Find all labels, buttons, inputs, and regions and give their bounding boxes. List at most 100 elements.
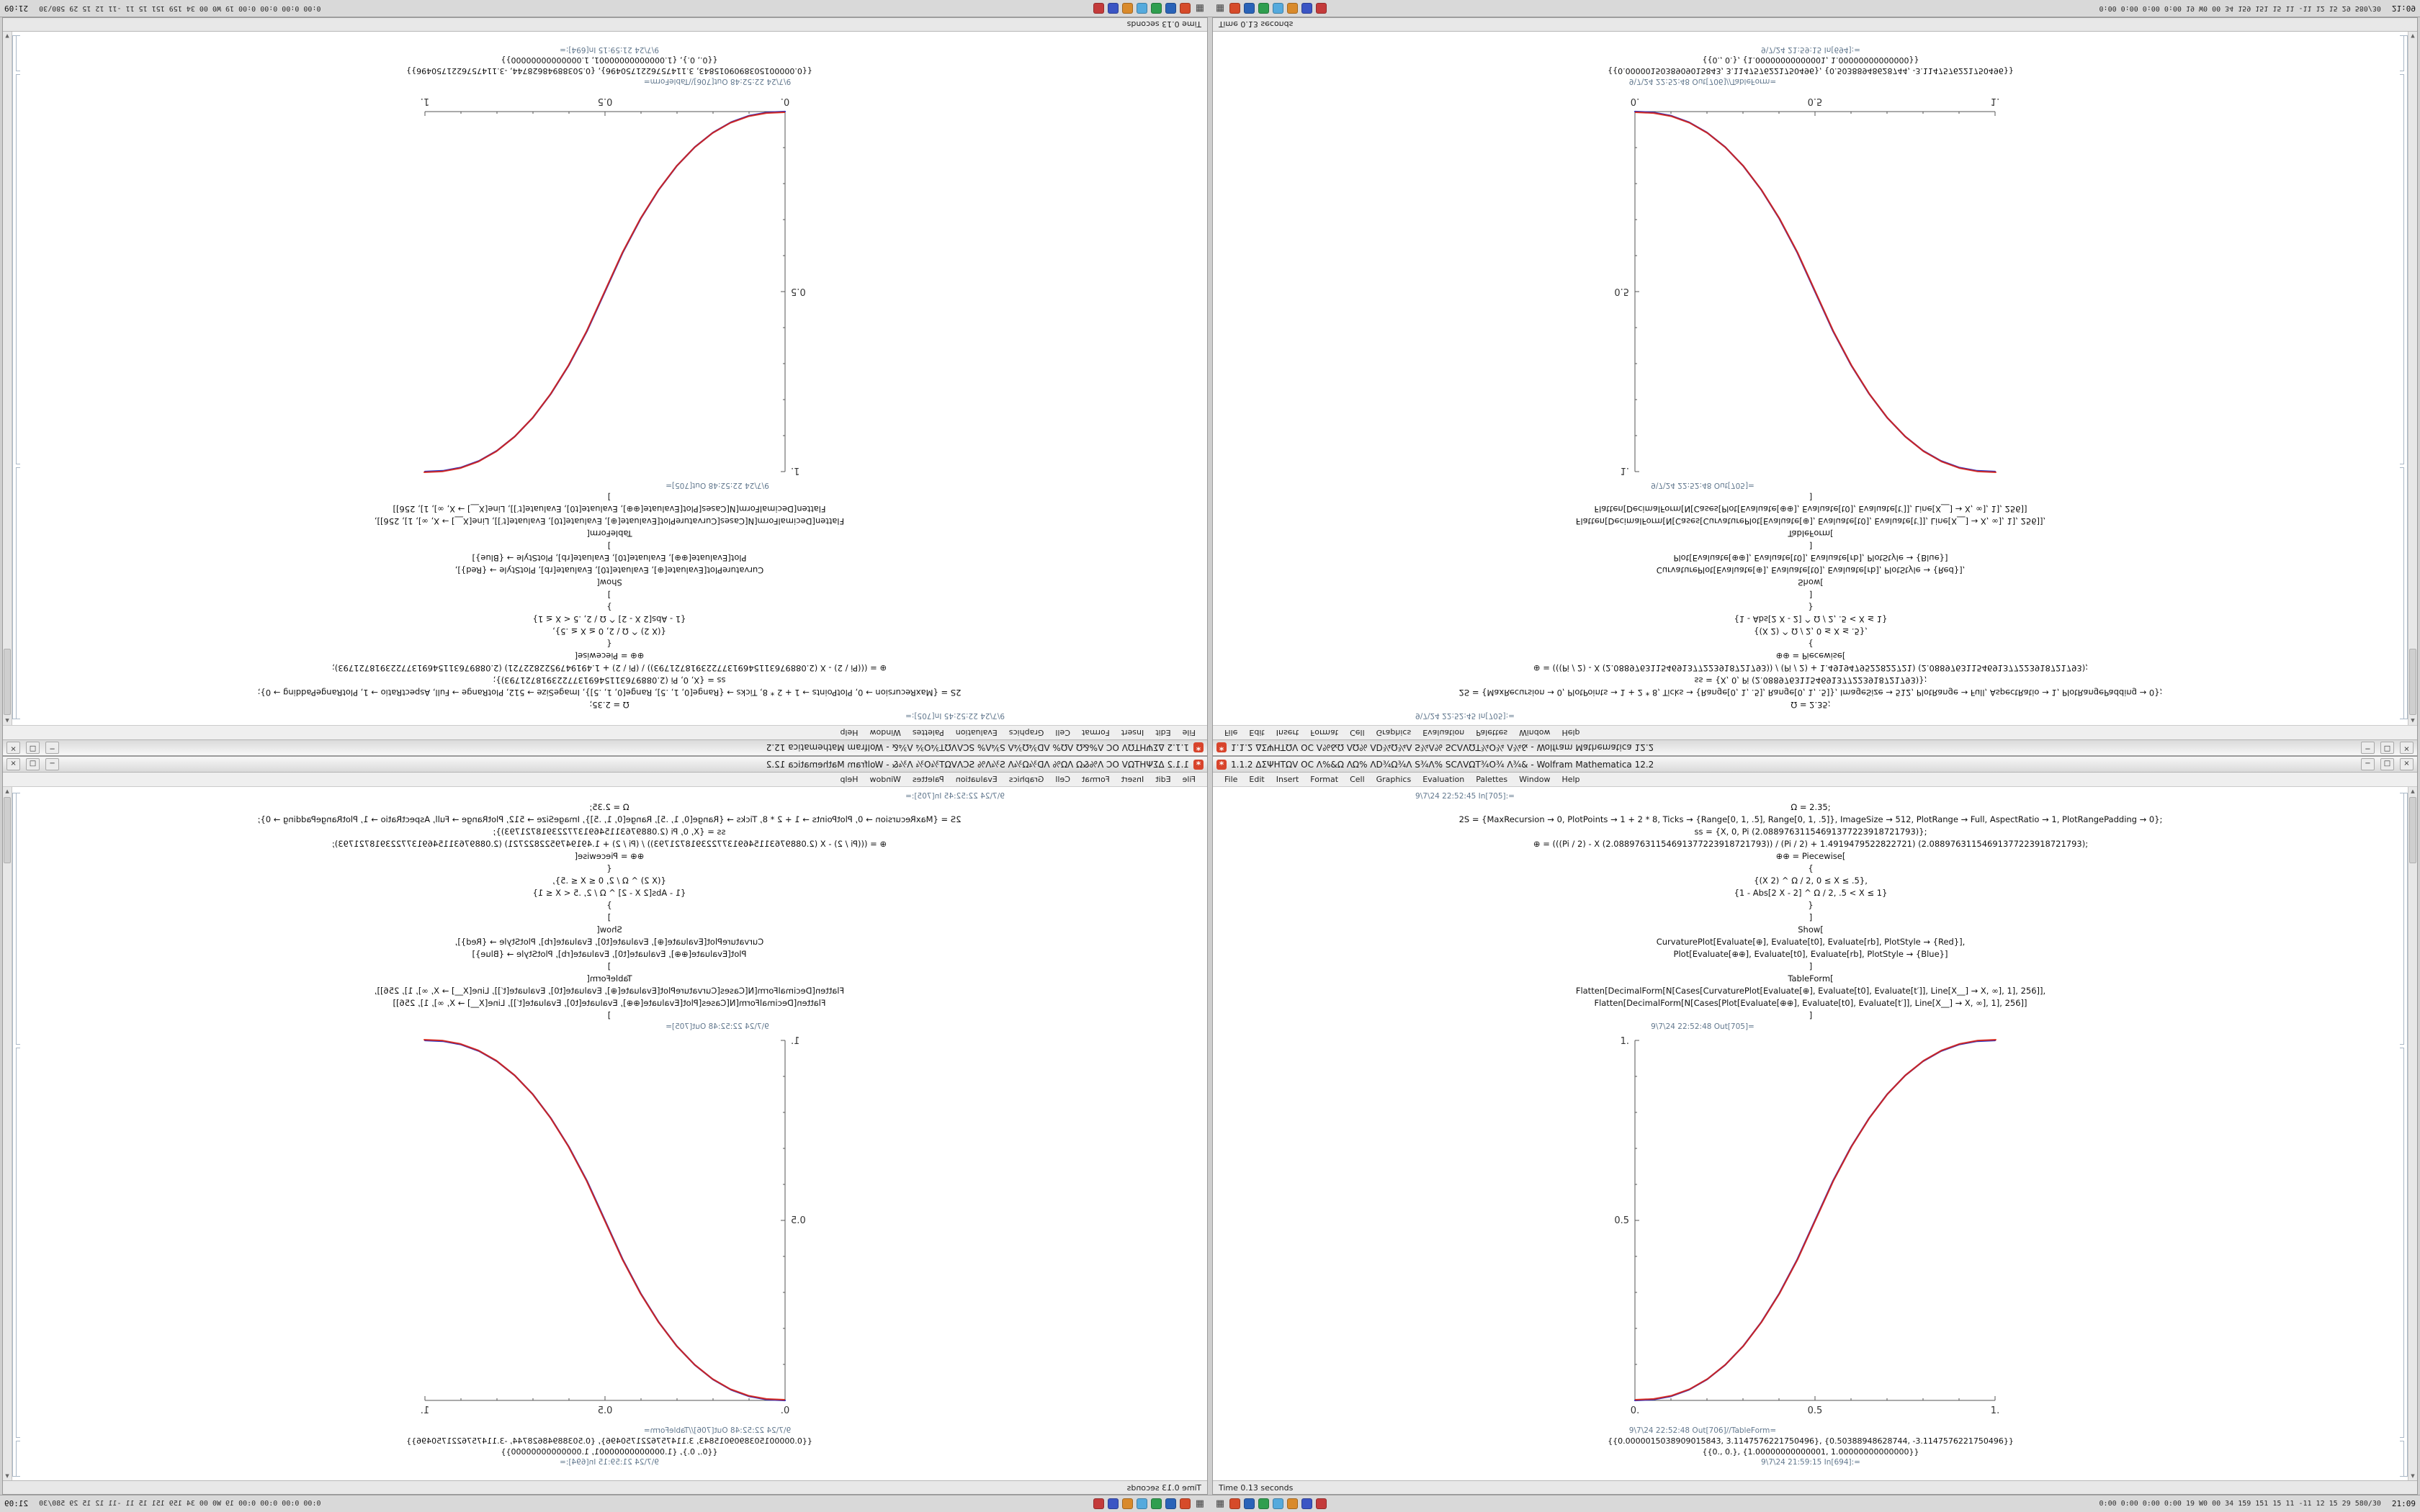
cell-bracket-code[interactable] [16,467,20,719]
notebook[interactable]: 9\7\24 22:52:45 In[705]:= Ω = 2.35; 2S = … [12,787,1207,1480]
menu-help[interactable]: Help [840,728,859,737]
minimize-button[interactable]: − [2361,742,2375,754]
menu-insert[interactable]: Insert [1276,728,1299,737]
chat-icon[interactable] [1273,1498,1283,1509]
vertical-scrollbar[interactable]: ▲ ▼ [2408,787,2417,1480]
code-cell[interactable]: Ω = 2.35; 2S = {MaxRecursion → 0, PlotPoi… [1213,490,2408,711]
cell-bracket-code[interactable] [16,793,20,1045]
start-menu-icon[interactable]: ▦ [1195,3,1205,14]
menu-edit[interactable]: Edit [1155,775,1171,784]
scroll-up-arrow[interactable]: ▲ [2411,788,2415,794]
menu-edit[interactable]: Edit [1155,728,1171,737]
menu-palettes[interactable]: Palettes [912,728,944,737]
menu-edit[interactable]: Edit [1249,728,1265,737]
cell-bracket-plot[interactable] [16,1048,20,1438]
menu-cell[interactable]: Cell [1350,775,1365,784]
close-button[interactable]: × [2400,758,2414,770]
scrollbar-thumb[interactable] [2409,649,2416,715]
menu-file[interactable]: File [1182,728,1196,737]
vertical-scrollbar[interactable]: ▲ ▼ [3,787,12,1480]
code-cell[interactable]: Ω = 2.35; 2S = {MaxRecursion → 0, PlotPoi… [12,801,1207,1022]
notebook-content[interactable]: 9\7\24 22:52:45 In[705]:= Ω = 2.35; 2S = … [1213,32,2417,725]
minimize-button[interactable]: − [45,742,59,754]
menu-window[interactable]: Window [869,775,901,784]
cell-bracket-plot[interactable] [2400,1048,2404,1438]
menu-insert[interactable]: Insert [1121,775,1144,784]
cell-bracket-table[interactable] [2400,1441,2404,1477]
mail-icon[interactable] [1316,1498,1327,1509]
editor-icon[interactable] [1108,1498,1119,1509]
menu-format[interactable]: Format [1310,728,1339,737]
terminal-icon[interactable] [1258,1498,1269,1509]
terminal-icon[interactable] [1258,3,1269,14]
cell-bracket-group[interactable] [2403,793,2408,1477]
vertical-scrollbar[interactable]: ▲ ▼ [3,32,12,725]
chat-icon[interactable] [1137,3,1147,14]
scroll-up-arrow[interactable]: ▲ [5,788,9,794]
menu-graphics[interactable]: Graphics [1376,728,1412,737]
mail-icon[interactable] [1093,3,1104,14]
scroll-down-arrow[interactable]: ▼ [2411,1473,2415,1479]
scrollbar-thumb[interactable] [4,649,11,715]
maximize-button[interactable]: □ [2380,742,2394,754]
scrollbar-thumb[interactable] [4,797,11,863]
minimize-button[interactable]: − [45,758,59,770]
menu-palettes[interactable]: Palettes [1476,775,1508,784]
music-icon[interactable] [1287,3,1298,14]
start-menu-icon[interactable]: ▦ [1215,3,1225,14]
menu-cell[interactable]: Cell [1055,728,1070,737]
cell-bracket-table[interactable] [16,35,20,71]
music-icon[interactable] [1122,3,1133,14]
chat-icon[interactable] [1273,3,1283,14]
browser-icon[interactable] [1229,3,1240,14]
editor-icon[interactable] [1108,3,1119,14]
terminal-icon[interactable] [1151,3,1162,14]
notebook-content[interactable]: 9\7\24 22:52:45 In[705]:= Ω = 2.35; 2S = … [3,787,1207,1480]
menu-evaluation[interactable]: Evaluation [955,775,998,784]
menu-help[interactable]: Help [1561,728,1580,737]
cell-bracket-table[interactable] [2400,35,2404,71]
scroll-up-arrow[interactable]: ▲ [5,718,9,724]
scroll-down-arrow[interactable]: ▼ [5,33,9,39]
editor-icon[interactable] [1301,1498,1312,1509]
browser-icon[interactable] [1180,3,1191,14]
files-icon[interactable] [1165,3,1176,14]
music-icon[interactable] [1122,1498,1133,1509]
maximize-button[interactable]: □ [2380,758,2394,770]
menu-cell[interactable]: Cell [1055,775,1070,784]
menu-help[interactable]: Help [1561,775,1580,784]
cell-bracket-code[interactable] [2400,793,2404,1045]
menu-palettes[interactable]: Palettes [912,775,944,784]
menu-window[interactable]: Window [869,728,901,737]
menu-file[interactable]: File [1224,775,1238,784]
menu-graphics[interactable]: Graphics [1376,775,1412,784]
maximize-button[interactable]: □ [26,758,40,770]
scroll-up-arrow[interactable]: ▲ [2411,718,2415,724]
menu-format[interactable]: Format [1310,775,1339,784]
menu-cell[interactable]: Cell [1350,728,1365,737]
menu-help[interactable]: Help [840,775,859,784]
menu-format[interactable]: Format [1081,728,1110,737]
cell-bracket-table[interactable] [16,1441,20,1477]
menu-file[interactable]: File [1224,728,1238,737]
notebook[interactable]: 9\7\24 22:52:45 In[705]:= Ω = 2.35; 2S = … [1213,787,2408,1480]
scroll-down-arrow[interactable]: ▼ [5,1473,9,1479]
menu-edit[interactable]: Edit [1249,775,1265,784]
start-menu-icon[interactable]: ▦ [1195,1498,1205,1509]
menu-window[interactable]: Window [1519,775,1551,784]
minimize-button[interactable]: − [2361,758,2375,770]
menu-format[interactable]: Format [1081,775,1110,784]
start-menu-icon[interactable]: ▦ [1215,1498,1225,1509]
menu-palettes[interactable]: Palettes [1476,728,1508,737]
scroll-down-arrow[interactable]: ▼ [2411,33,2415,39]
menu-file[interactable]: File [1182,775,1196,784]
mail-icon[interactable] [1093,1498,1104,1509]
window-titlebar[interactable]: * 1.1.2 ΔΣΨΗΤΩV ΟC Λ%&Ω ΛΩ% ΛD¾Ω¾Λ S¾Λ% … [3,757,1207,773]
maximize-button[interactable]: □ [26,742,40,754]
terminal-icon[interactable] [1151,1498,1162,1509]
editor-icon[interactable] [1301,3,1312,14]
window-titlebar[interactable]: * 1.1.2 ΔΣΨΗΤΩV ΟC Λ%&Ω ΛΩ% ΛD¾Ω¾Λ S¾Λ% … [1213,739,2417,755]
close-button[interactable]: × [6,758,20,770]
music-icon[interactable] [1287,1498,1298,1509]
mail-icon[interactable] [1316,3,1327,14]
